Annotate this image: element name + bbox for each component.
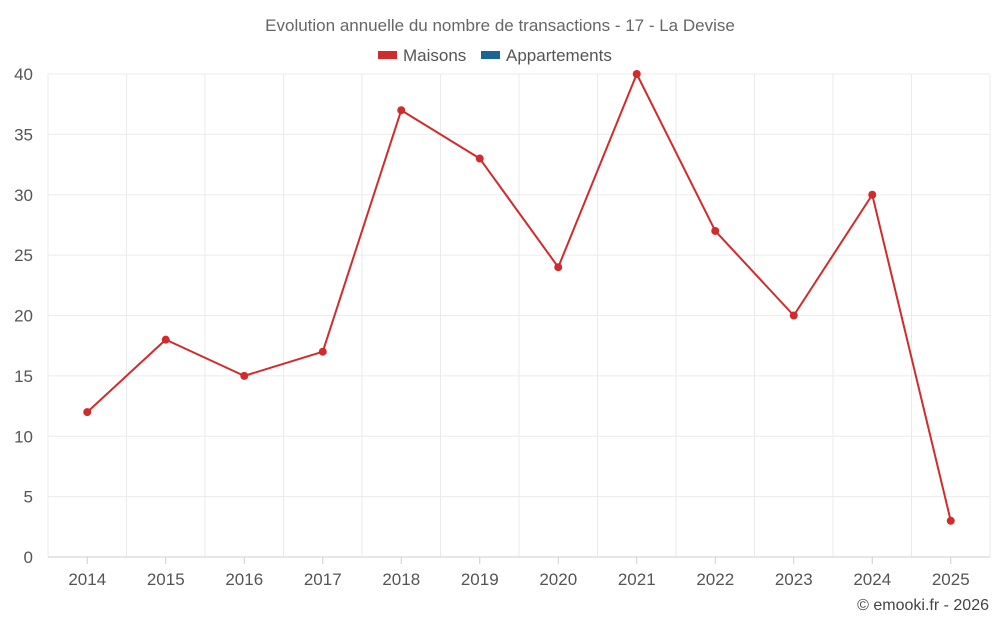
data-point-2020[interactable] xyxy=(554,263,563,272)
y-tick-label: 0 xyxy=(24,548,33,567)
data-point-2023[interactable] xyxy=(789,311,798,320)
x-tick-label: 2023 xyxy=(775,570,813,589)
legend-label-appartements[interactable]: Appartements xyxy=(506,46,612,65)
legend-swatch-maisons[interactable] xyxy=(378,51,397,59)
chart-title: Evolution annuelle du nombre de transact… xyxy=(265,16,735,35)
x-tick-label: 2018 xyxy=(382,570,420,589)
y-tick-label: 5 xyxy=(24,488,33,507)
data-point-2025[interactable] xyxy=(946,516,955,525)
x-axis: 2014 2015 2016 2017 2018 2019 2020 2021 2022 2023… xyxy=(48,556,990,589)
y-tick-label: 10 xyxy=(14,427,33,446)
series-maisons xyxy=(83,70,955,525)
y-tick-label: 40 xyxy=(14,65,33,84)
x-tick-label: 2014 xyxy=(68,570,106,589)
x-tick-label: 2020 xyxy=(539,570,577,589)
x-tick-label: 2025 xyxy=(932,570,970,589)
y-tick-label: 25 xyxy=(14,246,33,265)
y-axis: 0 5 10 15 20 25 30 35 40 xyxy=(14,65,33,567)
data-point-2017[interactable] xyxy=(318,347,327,356)
y-tick-label: 30 xyxy=(14,186,33,205)
x-tick-label: 2022 xyxy=(696,570,734,589)
legend-label-maisons[interactable]: Maisons xyxy=(403,46,466,65)
data-point-2024[interactable] xyxy=(868,190,877,199)
x-tick-label: 2015 xyxy=(147,570,185,589)
credit-text: © emooki.fr - 2026 xyxy=(857,597,989,614)
data-point-2019[interactable] xyxy=(475,154,484,163)
x-tick-label: 2024 xyxy=(853,570,891,589)
x-tick-label: 2016 xyxy=(225,570,263,589)
legend: Maisons Appartements xyxy=(378,46,612,65)
data-point-2014[interactable] xyxy=(83,408,92,417)
data-point-2018[interactable] xyxy=(397,106,406,115)
grid xyxy=(47,73,991,557)
data-point-2022[interactable] xyxy=(711,226,720,235)
x-tick-label: 2019 xyxy=(461,570,499,589)
series-line-maisons xyxy=(86,73,952,522)
x-tick-label: 2021 xyxy=(618,570,656,589)
data-point-2015[interactable] xyxy=(161,335,170,344)
x-tick-label: 2017 xyxy=(304,570,342,589)
y-tick-label: 20 xyxy=(14,307,33,326)
y-tick-label: 35 xyxy=(14,125,33,144)
data-point-2021[interactable] xyxy=(632,70,641,78)
y-tick-label: 15 xyxy=(14,367,33,386)
legend-swatch-appartements[interactable] xyxy=(481,51,500,59)
data-point-2016[interactable] xyxy=(240,371,249,380)
